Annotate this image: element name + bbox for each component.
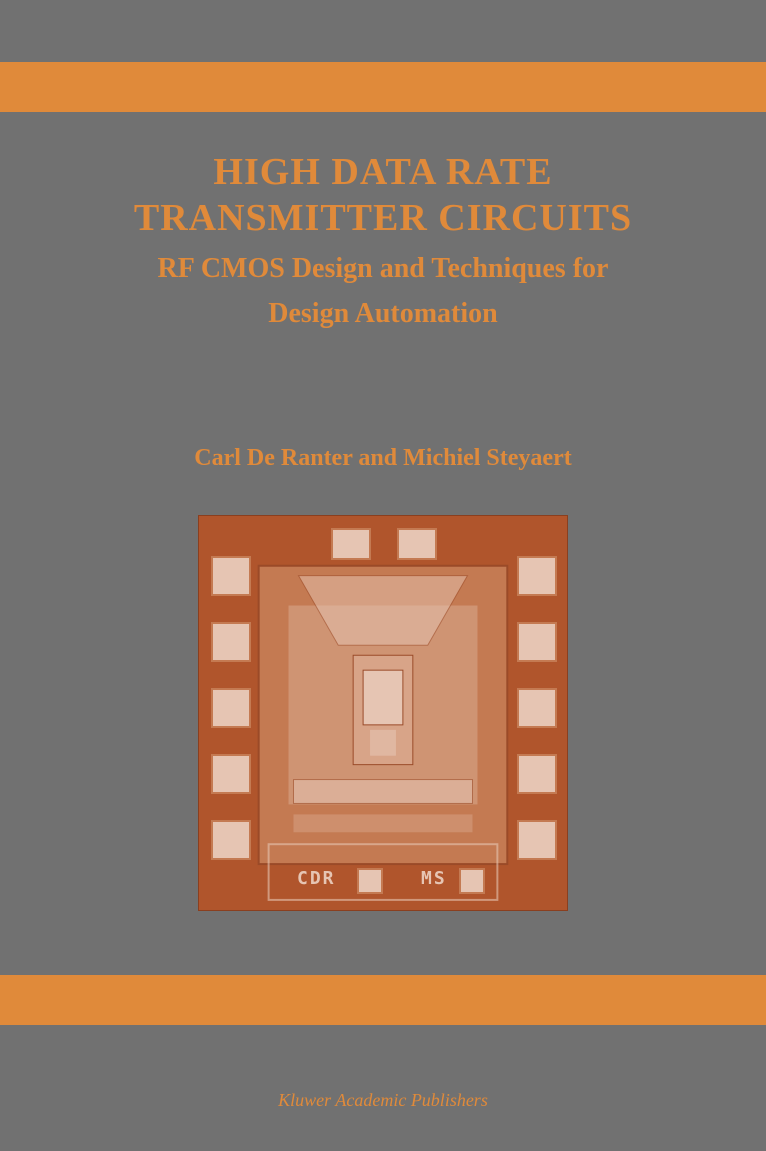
chip-svg bbox=[199, 516, 567, 910]
chip-die-photo: CDR MS bbox=[198, 515, 568, 911]
chip-pad-right bbox=[517, 688, 557, 728]
title-block: HIGH DATA RATE TRANSMITTER CIRCUITS RF C… bbox=[0, 150, 766, 331]
publisher: Kluwer Academic Publishers bbox=[0, 1090, 766, 1111]
chip-pad-left bbox=[211, 688, 251, 728]
chip-label-left: CDR bbox=[297, 868, 336, 889]
subtitle-line1: RF CMOS Design and Techniques for bbox=[0, 251, 766, 286]
title-line2: TRANSMITTER CIRCUITS bbox=[0, 196, 766, 242]
chip-pad-right bbox=[517, 754, 557, 794]
bottom-accent-band bbox=[0, 975, 766, 1025]
chip-pad-left bbox=[211, 754, 251, 794]
chip-pad-left bbox=[211, 820, 251, 860]
chip-label-right: MS bbox=[421, 868, 447, 889]
chip-pad-bottom bbox=[459, 868, 485, 894]
authors: Carl De Ranter and Michiel Steyaert bbox=[0, 445, 766, 472]
chip-pad-left bbox=[211, 622, 251, 662]
chip-pad-right bbox=[517, 820, 557, 860]
subtitle-line2: Design Automation bbox=[0, 296, 766, 331]
chip-pad-bottom bbox=[357, 868, 383, 894]
chip-pad-top bbox=[397, 528, 437, 560]
chip-pad-right bbox=[517, 622, 557, 662]
title-line1: HIGH DATA RATE bbox=[0, 150, 766, 196]
chip-pad-top bbox=[331, 528, 371, 560]
top-accent-band bbox=[0, 62, 766, 112]
book-cover: HIGH DATA RATE TRANSMITTER CIRCUITS RF C… bbox=[0, 0, 766, 1151]
chip-pad-right bbox=[517, 556, 557, 596]
chip-pad-left bbox=[211, 556, 251, 596]
